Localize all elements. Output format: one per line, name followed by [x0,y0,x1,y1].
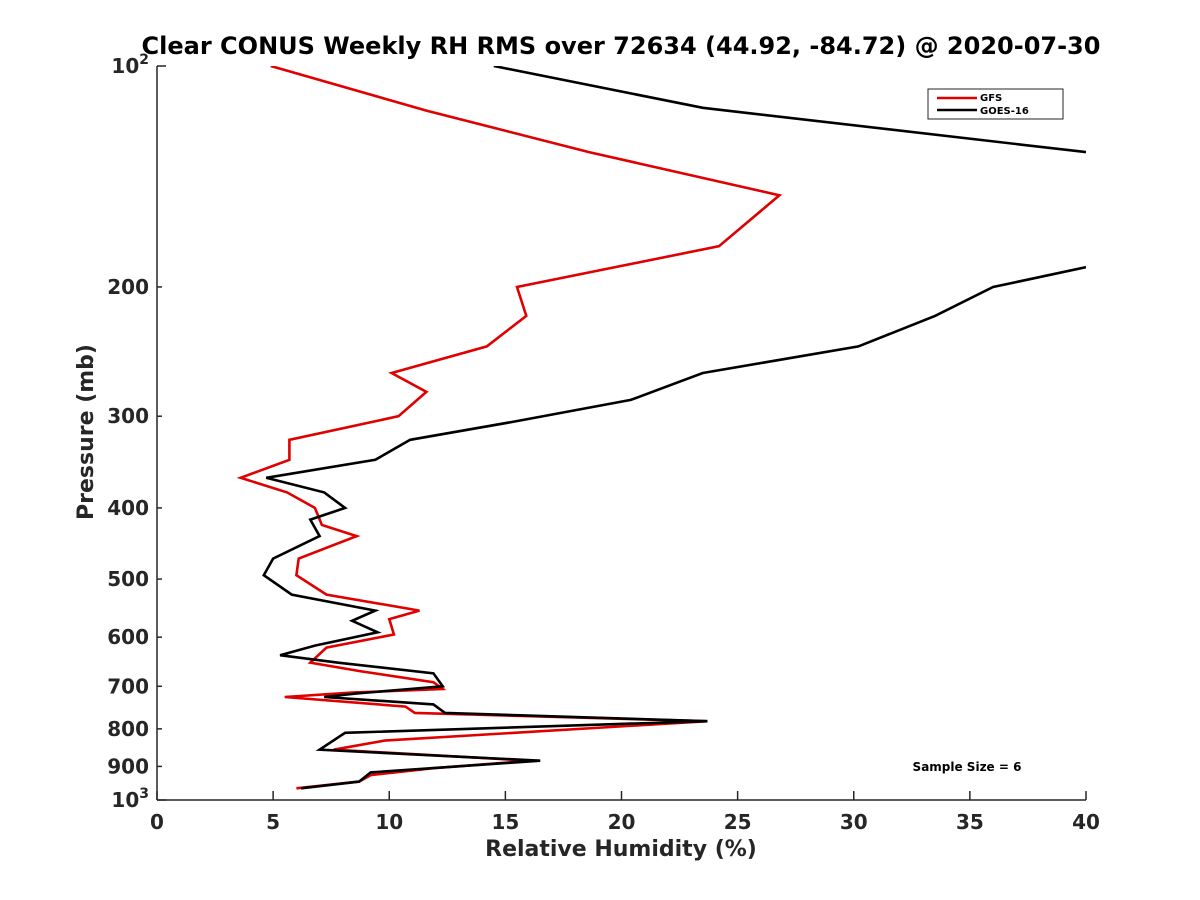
y-tick-label: 300 [107,404,149,428]
series-line-gfs-seg0 [236,66,783,790]
y-tick-label: 200 [107,275,149,299]
x-tick-label: 10 [375,810,403,834]
x-tick-label: 0 [150,810,164,834]
series-layer [236,66,1086,790]
x-tick-label: 20 [608,810,636,834]
series-line-goes16-seg0 [493,66,1086,154]
y-tick-label: 800 [107,717,149,741]
x-tick-label: 35 [956,810,984,834]
x-tick-label: 5 [266,810,280,834]
x-tick-label: 15 [491,810,519,834]
y-tick-label: 700 [107,674,149,698]
y-tick-label: 500 [107,567,149,591]
y-tick-label-top: 102 [111,52,149,78]
y-tick-label-bottom: 103 [111,786,149,812]
x-axis-label: Relative Humidity (%) [485,837,757,862]
legend-label-goes16: GOES-16 [980,106,1029,117]
legend-box [927,88,1064,120]
axes-layer: 0 5 10 15 20 25 30 35 40 200 300 400 500 600 700 800 900… [107,52,1100,834]
legend-label-gfs: GFS [980,93,1002,104]
legend: GFS GOES-16 [927,88,1064,120]
series-line-goes16-seg1 [262,265,1086,790]
y-tick-label: 600 [107,625,149,649]
y-tick-label: 900 [107,754,149,778]
chart-title: Clear CONUS Weekly RH RMS over 72634 (44… [142,32,1101,60]
x-tick-label: 40 [1072,810,1100,834]
x-tick-label: 30 [840,810,868,834]
y-axis-label: Pressure (mb) [74,344,99,520]
y-tick-label: 400 [107,496,149,520]
sample-size-annotation: Sample Size = 6 [913,760,1022,774]
x-tick-label: 25 [724,810,752,834]
